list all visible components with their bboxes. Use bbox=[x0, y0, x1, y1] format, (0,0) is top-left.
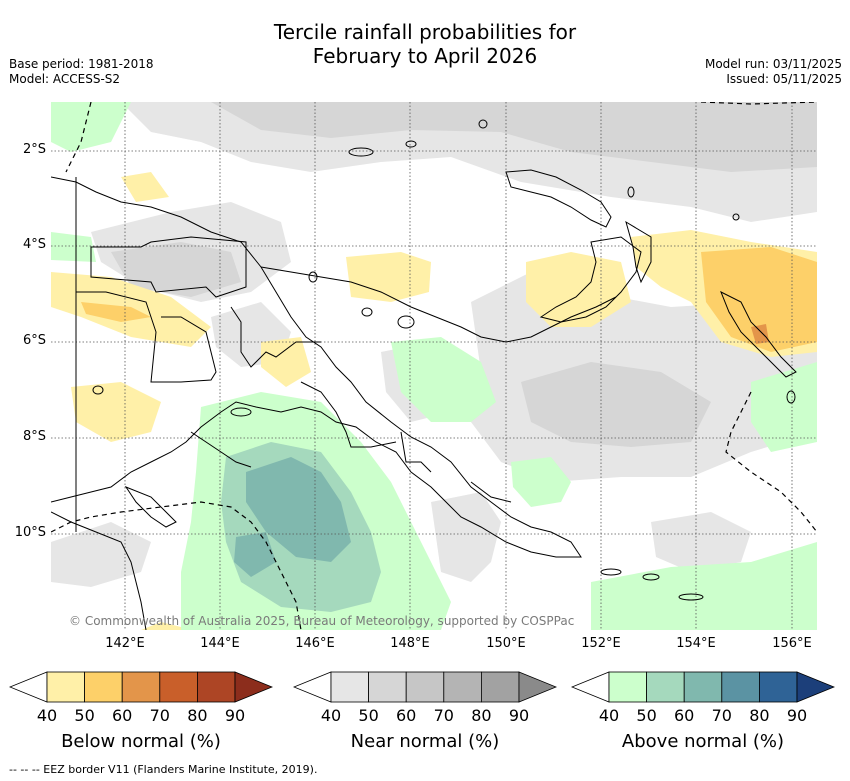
colorbar-low-arrow bbox=[9, 671, 48, 703]
lon-label: 150°E bbox=[486, 636, 526, 651]
lon-label: 152°E bbox=[581, 636, 621, 651]
colorbar-tick: 40 bbox=[598, 706, 620, 725]
lon-label: 142°E bbox=[105, 636, 145, 651]
lon-label: 144°E bbox=[200, 636, 240, 651]
colorbar-segment bbox=[683, 671, 723, 703]
title-line-2: February to April 2026 bbox=[312, 44, 538, 68]
near-normal-regions bbox=[51, 102, 817, 587]
gridlines bbox=[51, 102, 817, 630]
colorbar-segment bbox=[368, 671, 407, 703]
map-canvas bbox=[51, 102, 817, 630]
colorbar-high-arrow bbox=[234, 671, 273, 703]
colorbar-tick: 50 bbox=[358, 706, 379, 725]
colorbar-segment bbox=[646, 671, 685, 703]
colorbar-label: Above normal (%) bbox=[621, 731, 785, 752]
lon-label: 156°E bbox=[772, 636, 812, 651]
colorbar-tick: 70 bbox=[433, 706, 454, 725]
colorbar-segment bbox=[330, 671, 369, 703]
base-period: Base period: 1981-2018 bbox=[9, 57, 154, 71]
colorbar-tick: 60 bbox=[396, 706, 417, 725]
colorbar-tick: 80 bbox=[749, 706, 770, 725]
colorbar-high-arrow bbox=[518, 671, 557, 703]
colorbar-label: Near normal (%) bbox=[350, 731, 500, 752]
colorbar-segment bbox=[84, 671, 123, 703]
lat-label: 4°S bbox=[22, 237, 46, 252]
colorbar-tick: 60 bbox=[674, 706, 695, 725]
coastlines bbox=[51, 119, 797, 630]
meta-left: Base period: 1981-2018 Model: ACCESS-S2 bbox=[9, 57, 154, 87]
meta-right: Model run: 03/11/2025 Issued: 05/11/2025 bbox=[705, 57, 842, 87]
colorbar-segment bbox=[196, 671, 236, 703]
lon-label: 146°E bbox=[295, 636, 335, 651]
colorbar-tick: 40 bbox=[36, 706, 58, 725]
title-line-1: Tercile rainfall probabilities for bbox=[273, 20, 577, 44]
colorbar-high-arrow bbox=[796, 671, 835, 703]
lat-label: 10°S bbox=[14, 525, 46, 540]
colorbar-segment bbox=[405, 671, 445, 703]
colorbar-tick: 50 bbox=[74, 706, 95, 725]
lat-label: 6°S bbox=[22, 333, 46, 348]
colorbar-tick: 70 bbox=[149, 706, 170, 725]
lon-label: 148°E bbox=[390, 636, 430, 651]
colorbar-segment bbox=[758, 671, 798, 703]
model-name: Model: ACCESS-S2 bbox=[9, 72, 121, 86]
colorbar-low-arrow bbox=[293, 671, 332, 703]
colorbar-segment bbox=[443, 671, 482, 703]
colorbar-segment bbox=[121, 671, 161, 703]
eez-borders bbox=[51, 102, 817, 630]
colorbar-label: Below normal (%) bbox=[61, 731, 221, 752]
colorbar-segment bbox=[721, 671, 760, 703]
colorbar-segment bbox=[608, 671, 647, 703]
eez-footnote: -- -- -- EEZ border V11 (Flanders Marine… bbox=[9, 763, 318, 776]
copyright-notice: © Commonwealth of Australia 2025, Bureau… bbox=[69, 614, 575, 628]
colorbar-tick: 90 bbox=[508, 706, 530, 725]
above-normal-regions bbox=[51, 102, 817, 630]
lat-label: 8°S bbox=[22, 429, 46, 444]
colorbar-tick: 70 bbox=[711, 706, 732, 725]
lon-label: 154°E bbox=[676, 636, 716, 651]
colorbar-tick: 90 bbox=[224, 706, 246, 725]
colorbar bbox=[9, 671, 273, 703]
colorbar-segment bbox=[46, 671, 85, 703]
issued-date: Issued: 05/11/2025 bbox=[726, 72, 842, 86]
model-run: Model run: 03/11/2025 bbox=[704, 57, 842, 71]
colorbar-segment bbox=[480, 671, 520, 703]
colorbar bbox=[571, 671, 835, 703]
colorbar-tick: 80 bbox=[471, 706, 492, 725]
colorbar-tick: 60 bbox=[112, 706, 133, 725]
map-title: Tercile rainfall probabilities for Febru… bbox=[0, 20, 850, 68]
colorbar-tick: 50 bbox=[636, 706, 657, 725]
lat-label: 2°S bbox=[22, 142, 46, 157]
colorbar-low-arrow bbox=[571, 671, 610, 703]
colorbar-tick: 40 bbox=[320, 706, 342, 725]
colorbar-tick: 90 bbox=[786, 706, 808, 725]
colorbar-tick: 80 bbox=[187, 706, 208, 725]
colorbar bbox=[293, 671, 557, 703]
colorbar-segment bbox=[159, 671, 198, 703]
